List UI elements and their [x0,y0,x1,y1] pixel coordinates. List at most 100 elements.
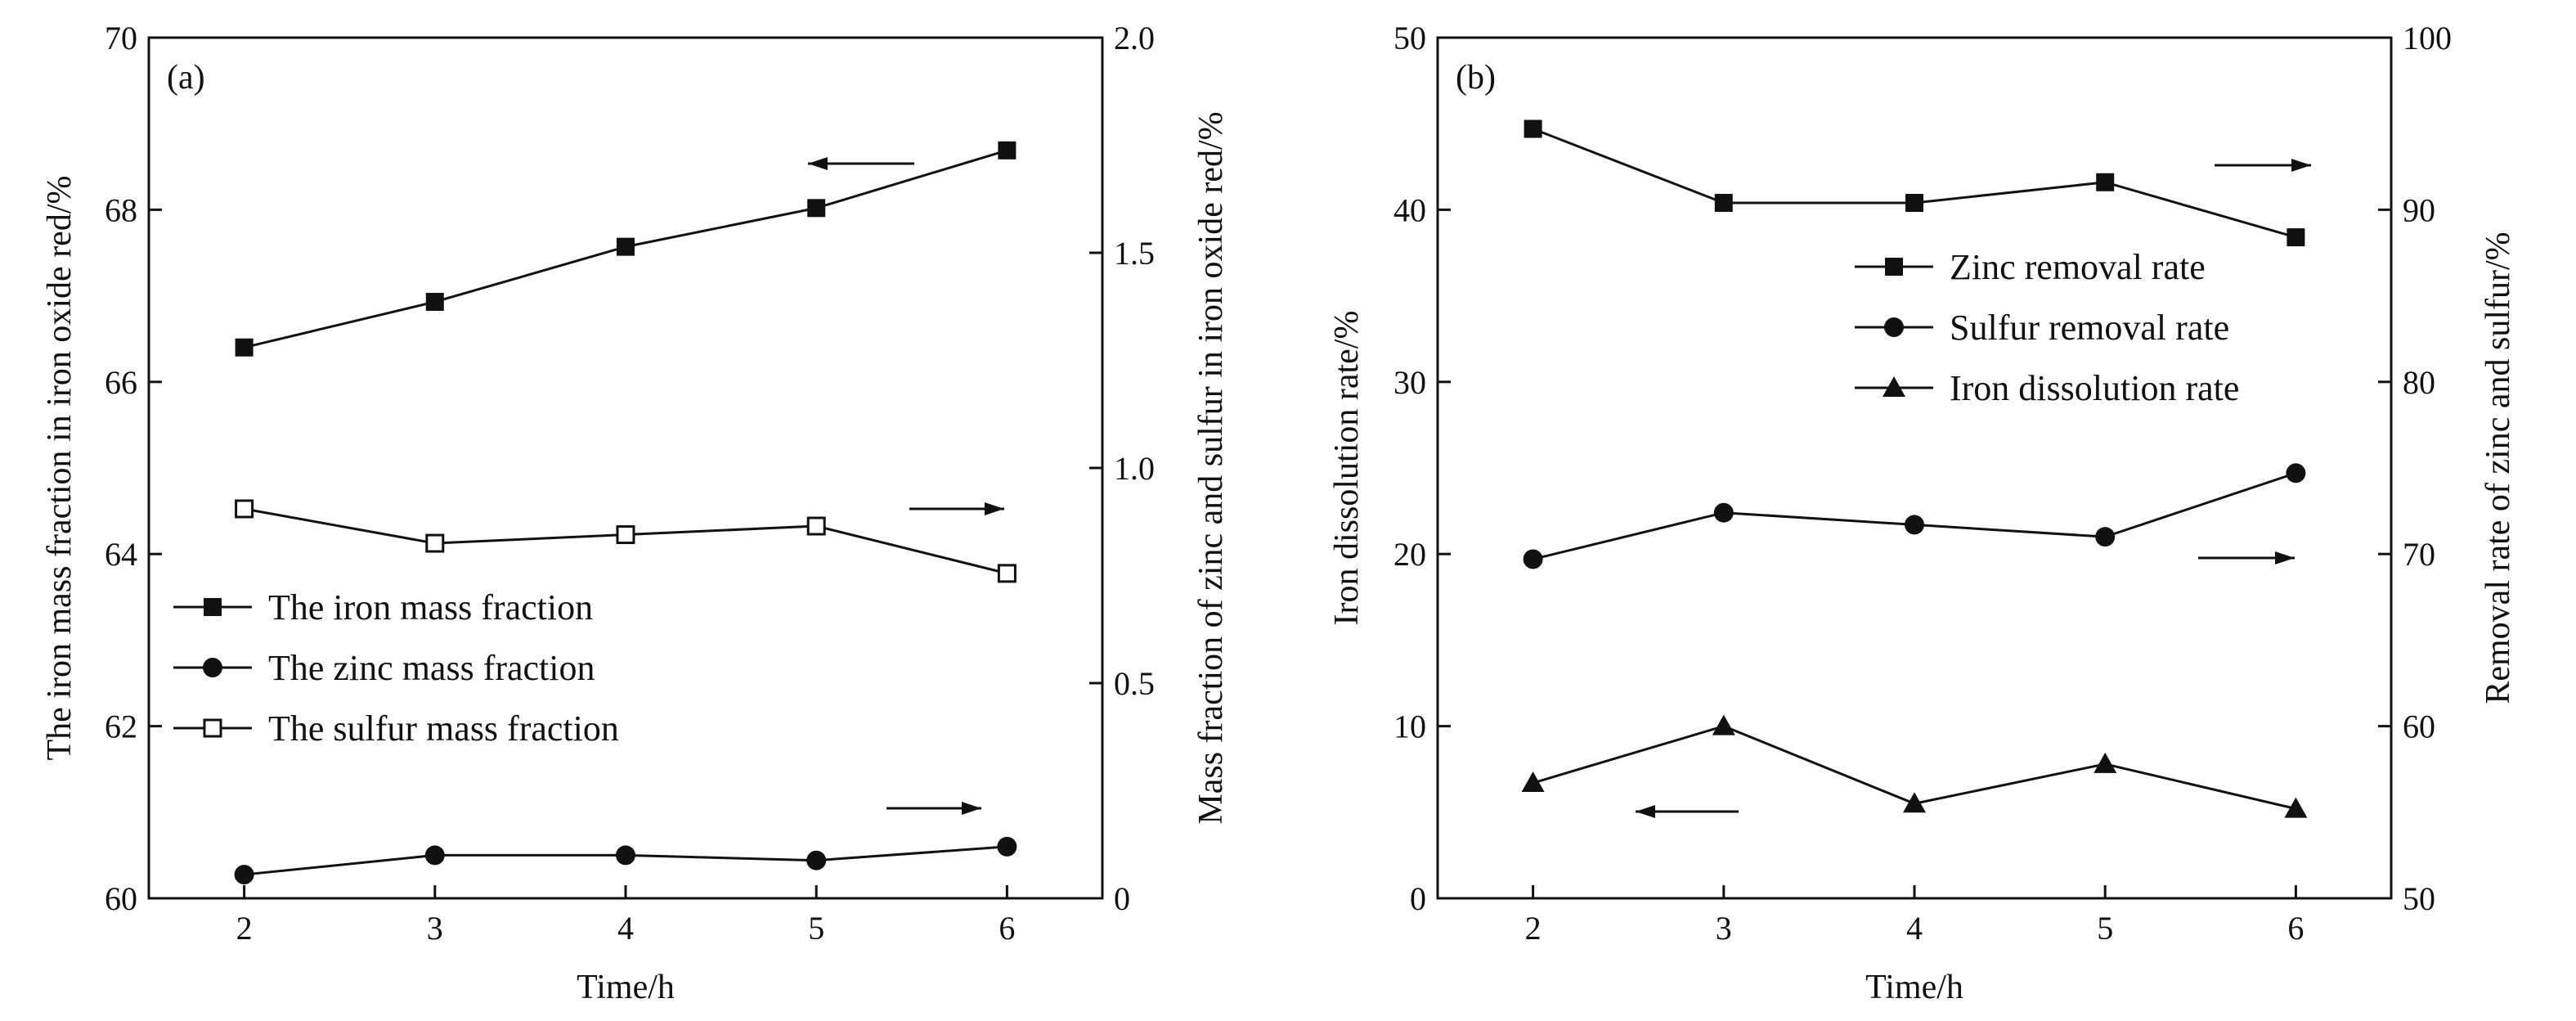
legend-entry: Sulfur removal rate [1855,308,2229,348]
series-filled-triangle-2 [1521,714,2308,818]
x-axis-title-a: Time/h [577,969,675,1006]
y-tick-label-left: 0 [1410,880,1426,917]
data-point [1524,119,1542,138]
data-point [2287,228,2305,247]
data-point [1713,502,1734,523]
arrows-a [808,157,1004,815]
panel-label-a: (a) [167,59,205,97]
plot-frame-a [147,36,1104,900]
series-open-square-2 [235,499,1016,583]
y-tick-label-left: 30 [1393,364,1426,401]
y-tick-label-right: 1.0 [1114,450,1155,487]
data-point [997,836,1017,857]
y-tick-label-left: 40 [1393,191,1426,228]
data-point [235,499,254,519]
data-point [616,845,635,866]
y-tick-label-right: 90 [2403,191,2435,228]
x-tick-label: 3 [1716,910,1732,947]
data-point [424,845,445,866]
data-point [425,533,445,553]
y-tick-label-left: 66 [105,364,137,401]
legend-label: Zinc removal rate [1950,247,2206,287]
data-point [806,850,827,870]
data-point [2094,752,2117,773]
legend-entry: Zinc removal rate [1855,247,2206,287]
y-axis-title-right-b: Removal rate of zinc and sulfur/% [2480,232,2517,704]
data-point [1903,792,1926,813]
x-tick-label: 6 [999,910,1015,947]
x-tick-label: 5 [808,910,824,947]
y-tick-label-right: 50 [2403,880,2435,917]
legend-label: The iron mass fraction [268,587,593,627]
right-axis-arrow [2198,551,2295,564]
series-b [1521,119,2308,818]
legend-marker [1883,376,1905,397]
legend-marker [204,598,222,616]
data-point [1712,714,1735,735]
legend-marker [203,718,222,738]
legend-marker [1885,258,1903,276]
data-point [2286,463,2306,484]
x-tick-label: 4 [617,910,634,947]
data-point [2095,527,2116,547]
y-tick-label-right: 70 [2403,536,2435,573]
ticks-a: 2 3 4 5 6 60 62 64 66 68 70 0 0.5 1.0 1.5 2.0 [105,20,1155,947]
legend-entry: The sulfur mass fraction [173,708,619,749]
legend-entry: The iron mass fraction [173,587,593,627]
panel-a: 2 3 4 5 6 60 62 64 66 68 70 0 0.5 1.0 1.5 2.0 The iron … [41,20,1230,1006]
y-tick-label-right: 100 [2403,20,2452,56]
legend-label: Iron dissolution rate [1950,368,2239,408]
y-tick-label-left: 60 [105,880,137,917]
data-point [1523,549,1543,569]
y-axis-title-left-a: The iron mass fraction in iron oxide red… [41,176,79,761]
x-tick-label: 6 [2287,910,2304,947]
right-axis-arrow [2215,159,2311,172]
legend-marker [203,658,222,677]
right-axis-arrow [886,802,981,815]
data-point [806,516,826,536]
data-point [998,141,1016,160]
legend-label: The zinc mass fraction [268,648,595,688]
data-point [1905,193,1923,212]
series-filled-square-0 [235,141,1016,357]
y-tick-label-left: 68 [105,191,137,228]
x-tick-label: 5 [2097,910,2113,947]
y-tick-label-right: 0 [1114,880,1130,917]
y-tick-label-left: 50 [1393,20,1426,56]
right-axis-arrow [909,502,1004,515]
legend-label: The sulfur mass fraction [268,708,619,749]
x-axis-title-b: Time/h [1865,969,1963,1006]
legend-entry: Iron dissolution rate [1855,368,2239,408]
y-tick-label-left: 70 [105,20,137,56]
y-tick-label-right: 1.5 [1114,235,1155,272]
x-tick-label: 2 [1525,910,1542,947]
y-tick-label-right: 0.5 [1114,665,1155,702]
y-axis-title-left-b: Iron dissolution rate/% [1328,311,1366,626]
data-point [807,199,826,218]
data-point [234,865,254,885]
y-tick-label-left: 64 [105,536,137,573]
y-tick-label-left: 62 [105,708,137,745]
data-point [1714,193,1733,212]
data-point [1521,771,1545,793]
left-axis-arrow [808,157,914,170]
x-tick-label: 2 [236,910,253,947]
legend-a: The iron mass fraction The zinc mass frac… [173,587,619,749]
series-a [234,141,1017,885]
legend-entry: The zinc mass fraction [173,648,595,688]
y-tick-label-left: 20 [1393,536,1426,573]
y-tick-label-right: 60 [2403,708,2435,745]
data-point [616,525,635,545]
series-filled-square-0 [1524,119,2305,247]
data-point [425,292,444,311]
panel-label-b: (b) [1456,59,1496,97]
series-filled-circle-1 [234,836,1017,885]
data-point [617,237,635,256]
data-point [235,338,254,357]
x-tick-label: 4 [1906,910,1923,947]
legend-marker [1884,317,1904,337]
legend-label: Sulfur removal rate [1950,308,2229,348]
